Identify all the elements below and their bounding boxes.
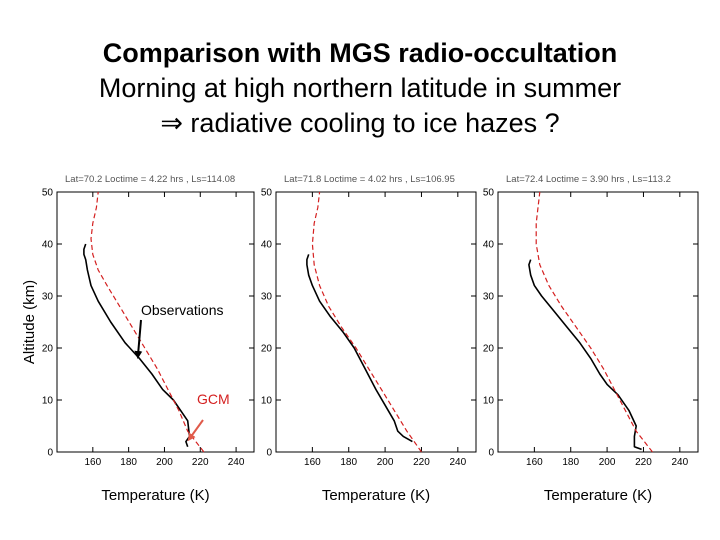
panel1-x-tick-label: 200	[156, 457, 173, 468]
panel1-observations-line	[83, 243, 191, 448]
panel2-y-tick-label: 20	[261, 344, 273, 355]
panel3-y-tick-label: 20	[483, 344, 495, 355]
panel3-gcm-line	[535, 191, 653, 453]
panel2-y-tick-label: 10	[261, 396, 273, 407]
panel1-x-tick-label: 180	[120, 457, 137, 468]
panel2-y-tick-label: 30	[261, 292, 273, 303]
panel2-gcm-line	[311, 191, 422, 453]
panel3-y-tick-label: 0	[488, 448, 494, 459]
panel2-x-tick-label: 220	[413, 457, 430, 468]
panel3-plot-frame	[497, 191, 699, 453]
slide-title: Comparison with MGS radio-occultation	[102, 38, 618, 68]
panel2-plot-frame	[275, 191, 477, 453]
panel1-gcm-line	[90, 191, 205, 453]
panel1-y-tick-label: 0	[47, 448, 53, 459]
panel2-y-tick-label: 40	[261, 240, 273, 251]
panel3-y-tick-label: 40	[483, 240, 495, 251]
panel1-title: Lat=70.2 Loctime = 4.22 hrs , Ls=114.08	[65, 174, 235, 185]
slide-conclusion: ⇒ radiative cooling to ice hazes ?	[160, 108, 560, 138]
panel1-x-tick-label: 220	[192, 457, 209, 468]
panel3-title: Lat=72.4 Loctime = 3.90 hrs , Ls=113.2	[506, 174, 671, 185]
panel2-x-tick-label: 240	[449, 457, 466, 468]
panel1-x-axis-label: Temperature (K)	[101, 487, 209, 504]
panel2-y-tick-label: 50	[261, 188, 273, 199]
panel2-title: Lat=71.8 Loctime = 4.02 hrs , Ls=106.95	[284, 174, 455, 185]
panel1-y-tick-label: 10	[42, 396, 54, 407]
panel1-y-tick-label: 30	[42, 292, 54, 303]
panel3-y-tick-label: 50	[483, 188, 495, 199]
gcm-label: GCM	[197, 391, 230, 407]
observations-arrow	[134, 319, 143, 359]
panel2-y-tick-label: 0	[266, 448, 272, 459]
panel2-x-tick-label: 160	[304, 457, 321, 468]
gcm-arrow	[187, 419, 204, 442]
panel2-x-axis-label: Temperature (K)	[322, 487, 430, 504]
panel2-x-tick-label: 200	[377, 457, 394, 468]
slide-subtitle: Morning at high northern latitude in sum…	[98, 73, 622, 103]
panel2-x-tick-label: 180	[340, 457, 357, 468]
panel3-y-tick-label: 30	[483, 292, 495, 303]
panel1-y-tick-label: 20	[42, 344, 54, 355]
panel3-y-tick-label: 10	[483, 396, 495, 407]
panel3-observations-line	[528, 259, 642, 451]
panel2-observations-line	[306, 254, 413, 443]
panel3-x-tick-label: 200	[599, 457, 616, 468]
panel3-x-tick-label: 180	[562, 457, 579, 468]
panel1-y-tick-label: 40	[42, 240, 54, 251]
panel3-x-tick-label: 220	[635, 457, 652, 468]
panel1-x-tick-label: 160	[84, 457, 101, 468]
panel1-plot-frame	[56, 191, 255, 453]
panel1-y-axis-label: Altitude (km)	[21, 280, 38, 364]
observations-label: Observations	[141, 302, 223, 318]
panel3-x-axis-label: Temperature (K)	[544, 487, 652, 504]
panel1-y-tick-label: 50	[42, 188, 54, 199]
panel3-x-tick-label: 160	[526, 457, 543, 468]
panel1-x-tick-label: 240	[228, 457, 245, 468]
panel3-x-tick-label: 240	[671, 457, 688, 468]
